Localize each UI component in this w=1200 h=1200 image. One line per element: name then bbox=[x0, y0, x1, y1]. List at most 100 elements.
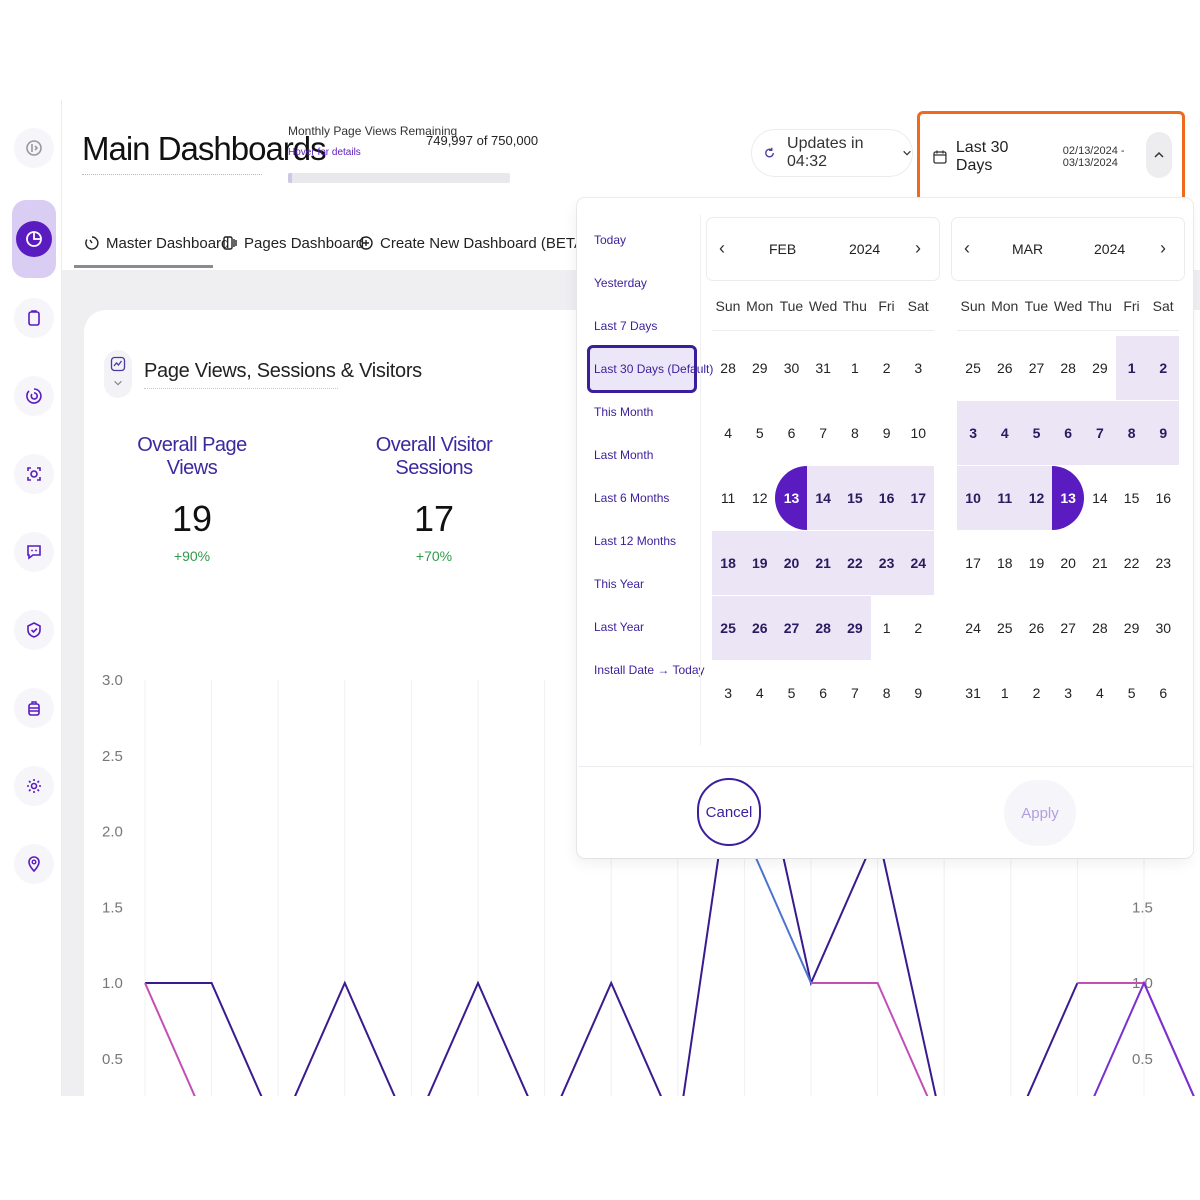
calendar-day[interactable]: 14 bbox=[1092, 490, 1108, 506]
prev-month-button[interactable]: ‹ bbox=[964, 238, 970, 258]
calendar-day[interactable]: 10 bbox=[957, 466, 990, 530]
calendar-day[interactable]: 19 bbox=[1028, 555, 1045, 571]
calendar-day[interactable]: 16 bbox=[1155, 490, 1172, 506]
calendar-day[interactable]: 11 bbox=[720, 490, 736, 506]
calendar-day[interactable]: 3 bbox=[957, 401, 990, 465]
calendar-day[interactable]: 2 bbox=[1032, 685, 1041, 701]
calendar-day[interactable]: 8 bbox=[850, 425, 859, 441]
preset-option[interactable]: Last 7 Days bbox=[594, 319, 658, 333]
calendar-day[interactable]: 7 bbox=[850, 685, 859, 701]
calendar-day[interactable]: 29 bbox=[838, 596, 871, 660]
calendar-day[interactable]: 27 bbox=[1060, 620, 1076, 636]
calendar-day[interactable]: 15 bbox=[1123, 490, 1140, 506]
calendar-day[interactable]: 5 bbox=[755, 425, 764, 441]
calendar-day[interactable]: 12 bbox=[1020, 466, 1053, 530]
calendar-day[interactable]: 28 bbox=[1060, 360, 1076, 376]
calendar-day[interactable]: 28 bbox=[1092, 620, 1108, 636]
calendar-day[interactable]: 7 bbox=[819, 425, 828, 441]
calendar-day[interactable]: 4 bbox=[755, 685, 764, 701]
calendar-day[interactable]: 18 bbox=[996, 555, 1013, 571]
tab-master-dashboard[interactable]: Master Dashboard bbox=[84, 218, 229, 268]
pageviews-hover-link[interactable]: Hover for details bbox=[288, 147, 361, 158]
calendar-day[interactable]: 16 bbox=[870, 466, 903, 530]
calendar-day[interactable]: 28 bbox=[720, 360, 736, 376]
calendar-day[interactable]: 6 bbox=[1159, 685, 1168, 701]
calendar-day[interactable]: 4 bbox=[988, 401, 1021, 465]
calendar-day[interactable]: 24 bbox=[902, 531, 935, 595]
calendar-day[interactable]: 28 bbox=[807, 596, 840, 660]
sidebar-item-target[interactable] bbox=[14, 454, 54, 494]
calendar-day[interactable]: 5 bbox=[1020, 401, 1053, 465]
calendar-day[interactable]: 1 bbox=[850, 360, 859, 376]
calendar-day[interactable]: 30 bbox=[1155, 620, 1172, 636]
calendar-day[interactable]: 21 bbox=[1092, 555, 1108, 571]
calendar-day[interactable]: 27 bbox=[1028, 360, 1045, 376]
calendar-day[interactable]: 20 bbox=[775, 531, 808, 595]
cancel-button[interactable]: Cancel bbox=[697, 778, 761, 846]
preset-option[interactable]: Last Year bbox=[594, 620, 645, 634]
preset-option[interactable]: Last Month bbox=[594, 448, 654, 462]
sidebar-item-shield[interactable] bbox=[14, 610, 54, 650]
calendar-day[interactable]: 2 bbox=[882, 360, 891, 376]
collapse-date-picker-button[interactable] bbox=[1146, 132, 1172, 178]
calendar-day[interactable]: 25 bbox=[965, 360, 981, 376]
calendar-day[interactable]: 9 bbox=[914, 685, 923, 701]
preset-option[interactable]: Today bbox=[594, 233, 627, 247]
calendar-day[interactable]: 19 bbox=[743, 531, 776, 595]
metric-selector-button[interactable] bbox=[104, 350, 132, 398]
calendar-day[interactable]: 31 bbox=[815, 360, 831, 376]
calendar-day[interactable]: 17 bbox=[965, 555, 981, 571]
tab-create-new-dashboard[interactable]: Create New Dashboard (BETA) bbox=[358, 218, 589, 268]
calendar-day[interactable]: 6 bbox=[819, 685, 828, 701]
calendar-day[interactable]: 5 bbox=[1127, 685, 1136, 701]
calendar-day[interactable]: 30 bbox=[783, 360, 800, 376]
calendar-day[interactable]: 4 bbox=[1095, 685, 1104, 701]
collapse-sidebar-button[interactable] bbox=[14, 128, 54, 168]
calendar-day[interactable]: 31 bbox=[965, 685, 981, 701]
calendar-day[interactable]: 3 bbox=[914, 360, 923, 376]
calendar-day[interactable]: 7 bbox=[1083, 401, 1116, 465]
calendar-day[interactable]: 6 bbox=[1052, 401, 1085, 465]
date-range-button[interactable]: Last 30 Days 02/13/2024 - 03/13/2024 bbox=[917, 111, 1185, 202]
sidebar-item-briefcase[interactable] bbox=[14, 688, 54, 728]
calendar-day[interactable]: 15 bbox=[838, 466, 871, 530]
sidebar-item-dashboard[interactable] bbox=[12, 200, 56, 278]
calendar-day[interactable]: 29 bbox=[751, 360, 768, 376]
calendar-day[interactable]: 4 bbox=[724, 425, 732, 441]
calendar-day[interactable]: 22 bbox=[838, 531, 871, 595]
next-month-button[interactable]: › bbox=[1160, 238, 1166, 258]
apply-button[interactable]: Apply bbox=[1004, 780, 1076, 846]
preset-option[interactable]: This Month bbox=[594, 405, 654, 419]
calendar-day[interactable]: 26 bbox=[1028, 620, 1045, 636]
calendar-day[interactable]: 22 bbox=[1123, 555, 1140, 571]
calendar-day[interactable]: 6 bbox=[787, 425, 796, 441]
updates-dropdown[interactable]: Updates in 04:32 bbox=[752, 130, 912, 176]
preset-option[interactable]: Yesterday bbox=[594, 276, 647, 290]
prev-month-button[interactable]: ‹ bbox=[719, 238, 725, 258]
calendar-day[interactable]: 29 bbox=[1092, 360, 1108, 376]
calendar-day[interactable]: 20 bbox=[1060, 555, 1076, 571]
calendar-day[interactable]: 3 bbox=[724, 685, 732, 701]
calendar-day[interactable]: 1 bbox=[1000, 685, 1009, 701]
calendar-day[interactable]: 5 bbox=[787, 685, 796, 701]
preset-option[interactable]: This Year bbox=[594, 577, 645, 591]
sidebar-item-settings[interactable] bbox=[14, 766, 54, 806]
calendar-day[interactable]: 9 bbox=[1147, 401, 1180, 465]
sidebar-item-clipboard[interactable] bbox=[14, 298, 54, 338]
preset-option[interactable]: Last 30 Days (Default) bbox=[594, 362, 714, 376]
calendar-day[interactable]: 26 bbox=[996, 360, 1013, 376]
calendar-day[interactable]: 1 bbox=[1115, 336, 1148, 400]
calendar-day[interactable]: 9 bbox=[882, 425, 891, 441]
calendar-day[interactable]: 24 bbox=[965, 620, 981, 636]
calendar-day[interactable]: 3 bbox=[1064, 685, 1073, 701]
calendar-day[interactable]: 2 bbox=[914, 620, 923, 636]
calendar-day[interactable]: 23 bbox=[870, 531, 903, 595]
sidebar-item-radar[interactable] bbox=[14, 376, 54, 416]
calendar-day[interactable]: 23 bbox=[1155, 555, 1172, 571]
calendar-day[interactable]: 14 bbox=[807, 466, 840, 530]
calendar-day[interactable]: 25 bbox=[712, 596, 745, 660]
preset-option[interactable]: Install Date → Today bbox=[594, 663, 705, 677]
preset-option[interactable]: Last 12 Months bbox=[594, 534, 677, 548]
next-month-button[interactable]: › bbox=[915, 238, 921, 258]
calendar-day[interactable]: 17 bbox=[902, 466, 935, 530]
